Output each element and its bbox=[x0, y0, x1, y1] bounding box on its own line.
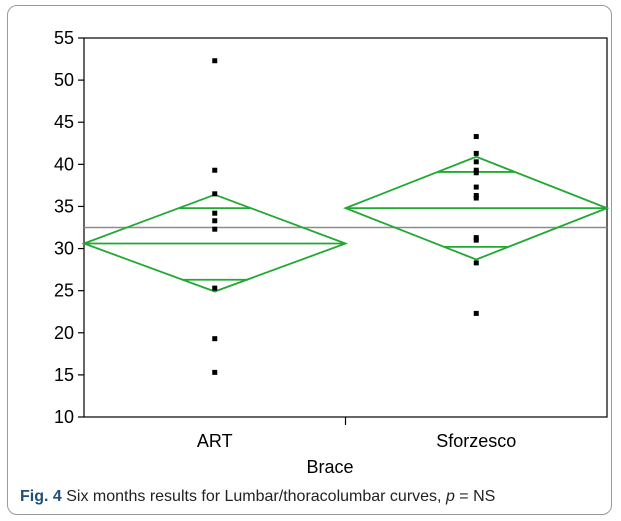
y-tick-label: 40 bbox=[54, 154, 74, 174]
data-point bbox=[212, 167, 218, 173]
data-point bbox=[473, 167, 479, 173]
data-point bbox=[473, 184, 479, 190]
y-tick-label: 20 bbox=[54, 323, 74, 343]
plot-layer: 10 15 20 25 30 35 40 45 50 55 ART Sforzesco bbox=[54, 28, 610, 451]
x-axis-title: Brace bbox=[306, 457, 353, 477]
y-tick-label: 55 bbox=[54, 28, 74, 48]
data-point bbox=[473, 235, 479, 241]
figure-caption: Fig. 4 Six months results for Lumbar/tho… bbox=[20, 488, 495, 506]
data-point bbox=[473, 134, 479, 140]
x-tick-label: Sforzesco bbox=[436, 431, 516, 451]
data-point bbox=[473, 170, 479, 176]
caption-text: Six months results for Lumbar/thoracolum… bbox=[61, 488, 446, 505]
data-point bbox=[473, 150, 479, 156]
data-point bbox=[473, 237, 479, 243]
data-point bbox=[473, 195, 479, 201]
y-tick-label: 25 bbox=[54, 281, 74, 301]
data-point bbox=[473, 192, 479, 198]
data-point bbox=[212, 58, 218, 64]
data-point bbox=[212, 210, 218, 216]
data-point bbox=[212, 191, 218, 197]
y-tick-label: 10 bbox=[54, 407, 74, 427]
data-point bbox=[473, 159, 479, 165]
figure-label: Fig. 4 bbox=[20, 488, 62, 505]
caption-p-symbol: p bbox=[445, 488, 455, 505]
data-point bbox=[473, 310, 479, 316]
data-point bbox=[212, 226, 218, 232]
data-point bbox=[212, 218, 218, 224]
x-tick-label: ART bbox=[197, 431, 233, 451]
y-tick-label: 15 bbox=[54, 365, 74, 385]
figure-frame bbox=[7, 5, 612, 515]
y-tick-label: 45 bbox=[54, 112, 74, 132]
y-tick-label: 50 bbox=[54, 70, 74, 90]
data-point bbox=[473, 260, 479, 266]
caption-text-end: = NS bbox=[454, 488, 496, 505]
y-tick-label: 30 bbox=[54, 239, 74, 259]
data-point bbox=[212, 336, 218, 342]
y-tick-label: 35 bbox=[54, 196, 74, 216]
data-point bbox=[212, 285, 218, 291]
data-point bbox=[212, 369, 218, 375]
